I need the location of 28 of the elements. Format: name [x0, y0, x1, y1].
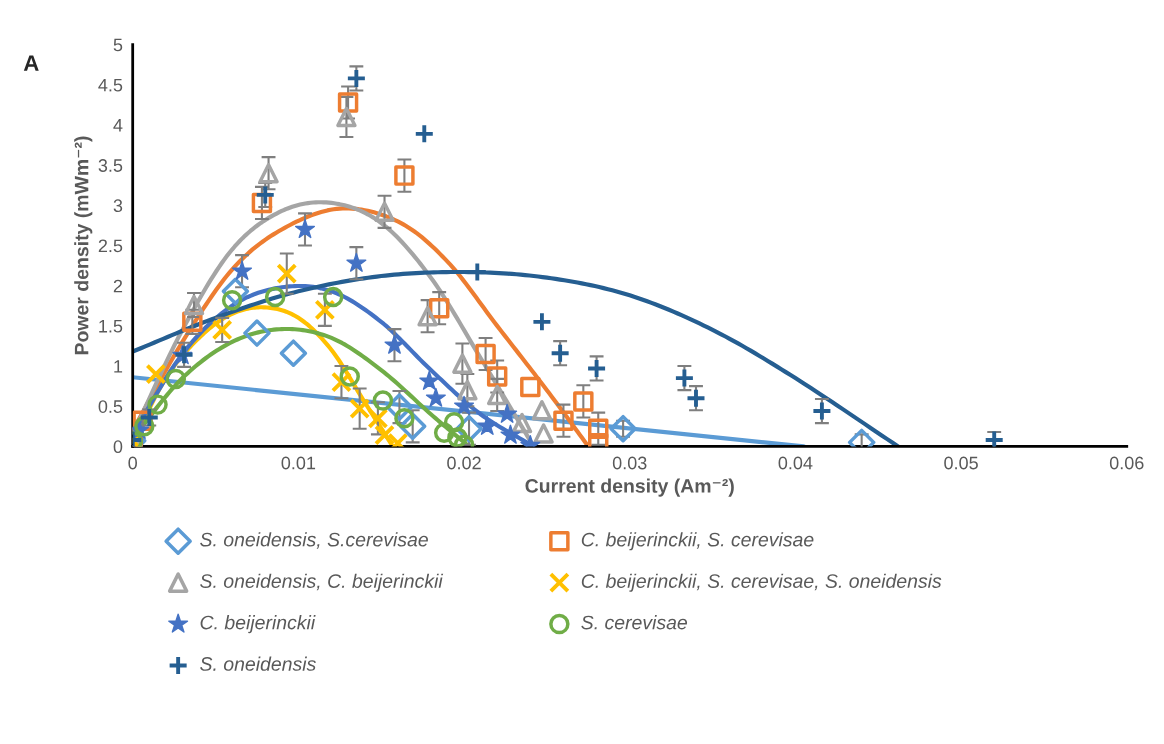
y-axis-title: Power density (mWm⁻²) — [74, 136, 93, 355]
y-tick-label: 0.5 — [98, 400, 123, 413]
y-tick-label: 1.5 — [99, 319, 123, 333]
y-tick-label: 4 — [113, 119, 123, 132]
y-tick-label: 0 — [113, 440, 123, 454]
x-tick-label: 0.04 — [778, 456, 813, 470]
y-tick-label: 2.5 — [98, 239, 123, 253]
text: A — [23, 55, 39, 71]
y-tick-label: 3.5 — [98, 159, 123, 172]
x-axis-title: Current density (Am⁻²) — [525, 478, 734, 497]
x-tick-label: 0.01 — [281, 456, 316, 470]
x-tick-label: 0.03 — [612, 456, 647, 470]
x-tick-label: 0 — [128, 456, 138, 470]
legend-label: C. beijerinckii — [200, 615, 316, 634]
y-tick-label: 5 — [113, 38, 123, 52]
legend-label: C. beijerinckii, S. cerevisae — [581, 532, 814, 551]
y-tick-label: 1 — [114, 360, 123, 373]
y-tick-label: 2 — [113, 279, 123, 293]
legend-label: S. oneidensis, S.cerevisae — [200, 532, 428, 549]
y-tick-label: 4.5 — [98, 78, 123, 92]
x-tick-label: 0.06 — [1109, 456, 1144, 470]
legend-label: S. oneidensis, C. beijerinckii — [200, 573, 444, 592]
legend-label: C. beijerinckii, S. cerevisae, S. oneidensis — [581, 573, 942, 592]
legend-label: S. cerevisae — [581, 615, 688, 630]
x-tick-label: 0.02 — [447, 456, 481, 470]
x-tick-label: 0.05 — [944, 456, 978, 470]
legend-label: S. oneidensis — [200, 656, 316, 671]
y-tick-label: 3 — [113, 199, 123, 213]
